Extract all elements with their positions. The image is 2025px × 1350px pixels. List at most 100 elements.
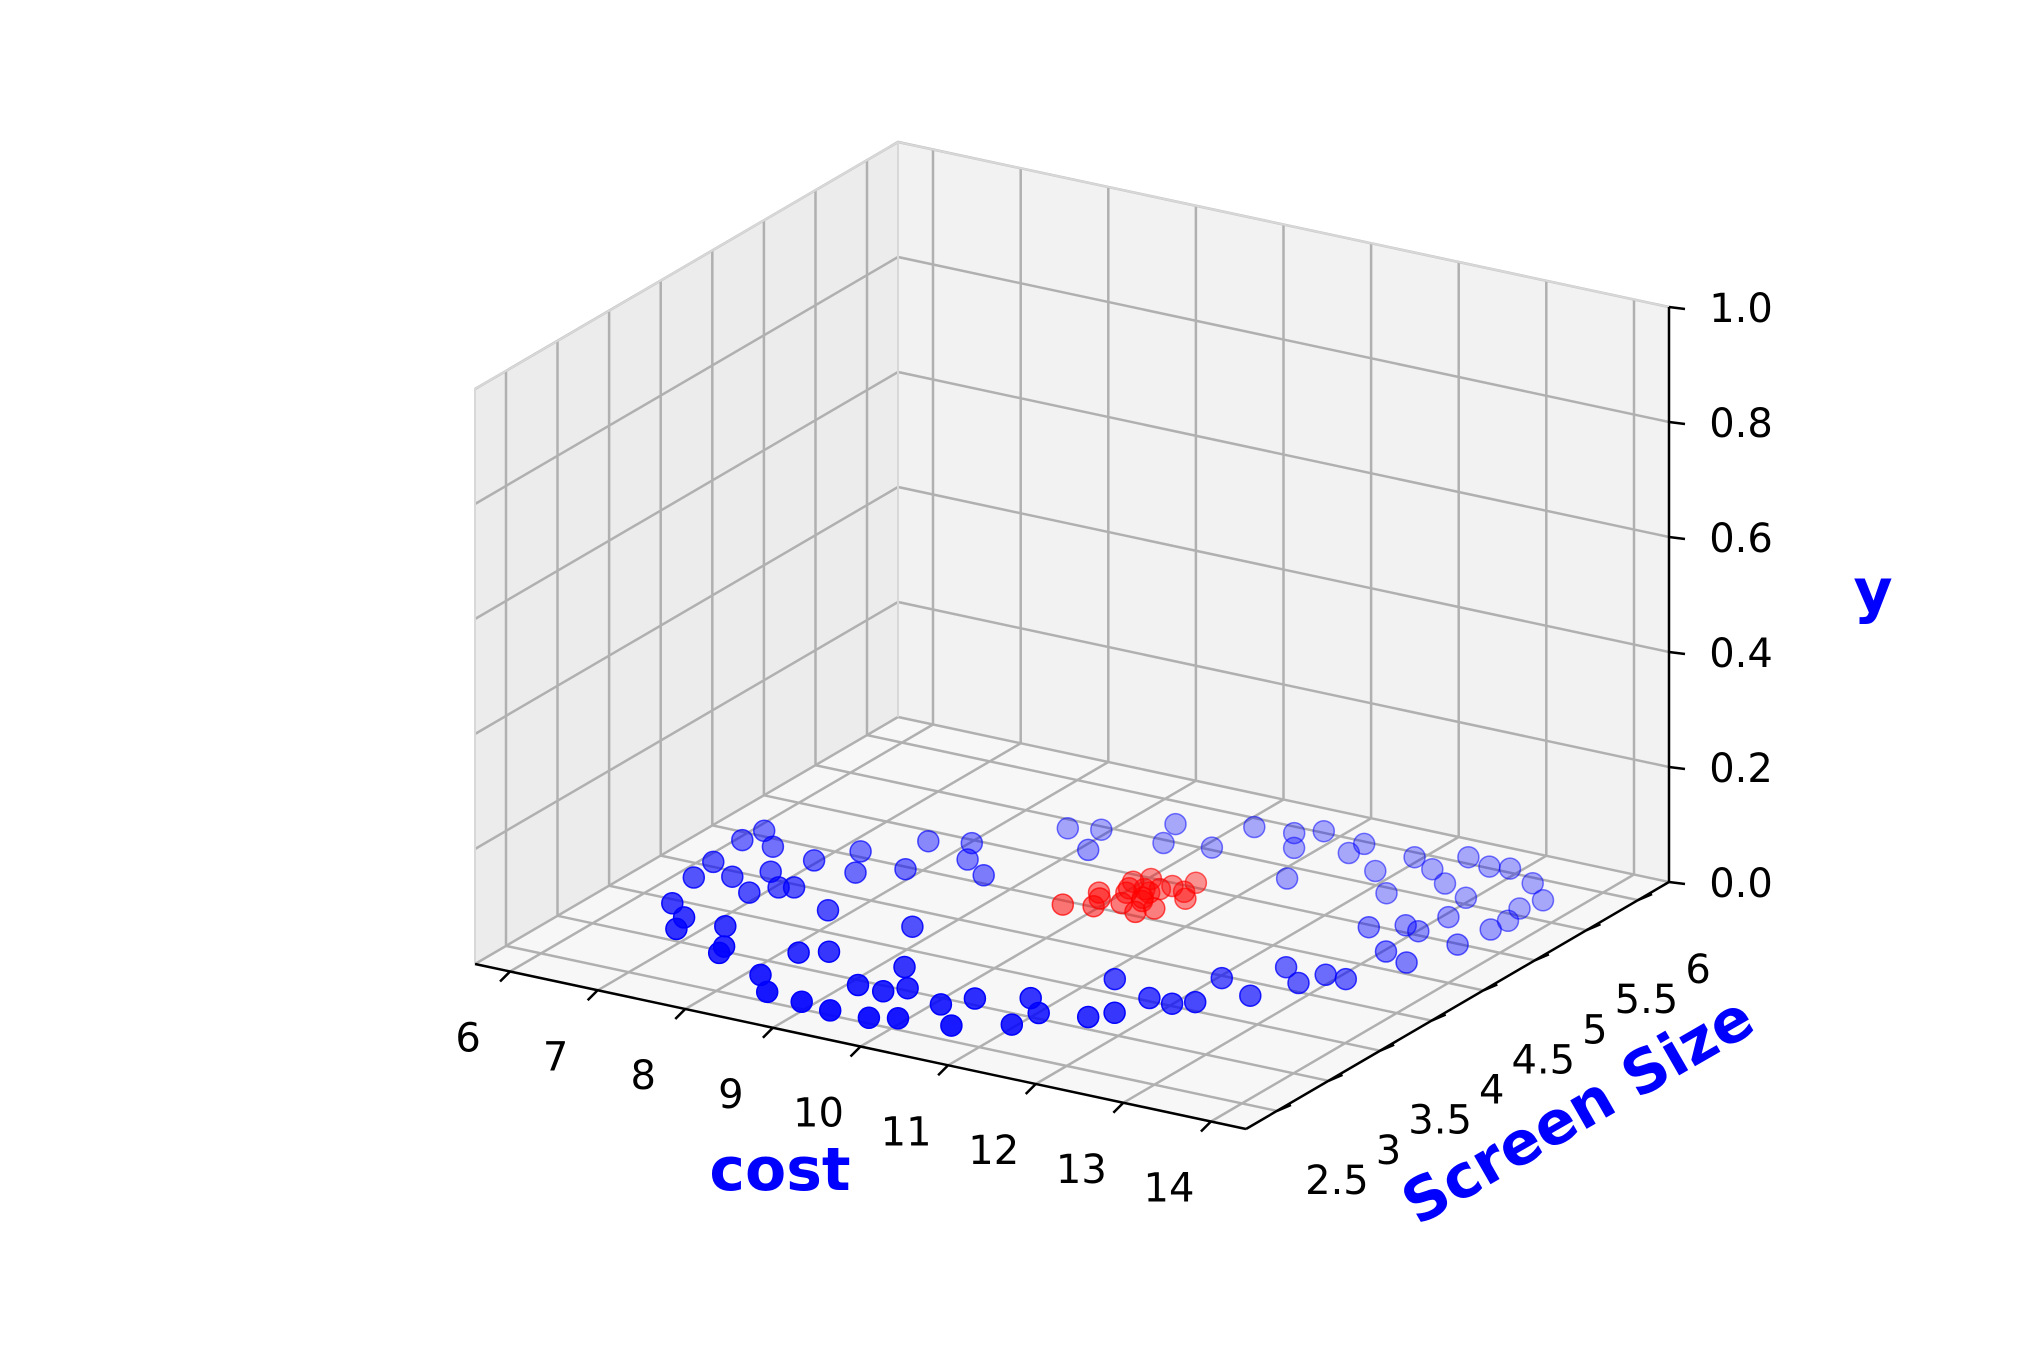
data-point — [1103, 967, 1127, 991]
z-tick — [1668, 765, 1686, 771]
data-point — [1152, 831, 1175, 855]
x-tick — [1024, 1083, 1037, 1095]
data-point — [1243, 815, 1266, 839]
x-tick — [1112, 1101, 1125, 1114]
data-point — [1090, 818, 1113, 841]
data-point — [1394, 914, 1417, 937]
z-tick-label: 0.0 — [1709, 861, 1773, 907]
data-point — [1172, 880, 1196, 904]
data-point — [1274, 955, 1298, 979]
data-point — [1395, 951, 1418, 974]
z-tick — [1668, 305, 1686, 311]
y-tick — [1431, 1013, 1447, 1022]
data-point — [790, 990, 813, 1014]
data-point — [1282, 836, 1306, 860]
data-point — [1103, 1001, 1126, 1025]
data-point — [721, 865, 744, 888]
data-point — [1124, 900, 1147, 924]
data-point — [896, 976, 919, 1000]
data-point — [1446, 933, 1469, 956]
data-point — [1531, 889, 1555, 912]
y-tick — [1379, 1043, 1395, 1052]
data-point — [665, 917, 688, 941]
data-point — [1056, 817, 1080, 840]
data-point — [1160, 992, 1184, 1015]
data-point — [1275, 867, 1299, 890]
z-tick — [1668, 420, 1686, 426]
z-tick — [1668, 535, 1686, 541]
data-point — [846, 973, 870, 997]
y-tick-label: 5 — [1582, 1007, 1607, 1053]
data-point — [1143, 897, 1166, 920]
y-tick — [1482, 983, 1498, 992]
data-point — [731, 828, 754, 852]
data-point — [1082, 894, 1105, 918]
z-tick-label: 0.4 — [1709, 631, 1773, 677]
data-point — [929, 993, 953, 1016]
data-point — [1210, 966, 1234, 990]
left-pane — [475, 142, 898, 964]
x-tick-label: 11 — [881, 1109, 932, 1155]
y-tick — [1328, 1073, 1344, 1082]
x-tick-label: 10 — [793, 1091, 844, 1137]
data-point — [1337, 841, 1361, 865]
data-point — [1508, 897, 1531, 920]
data-point — [1164, 812, 1187, 836]
data-point — [1479, 918, 1502, 941]
data-point — [817, 940, 841, 963]
data-point — [816, 899, 840, 922]
data-point — [1334, 967, 1358, 991]
data-point — [871, 980, 895, 1003]
data-point — [1403, 845, 1426, 869]
data-point — [1454, 886, 1478, 910]
data-point — [1239, 984, 1262, 1007]
x-tick — [849, 1045, 862, 1058]
y-tick-label: 6 — [1685, 947, 1710, 993]
tick-labels: 6 7 8 9 10 11 12 13 14 2.533.544.555.560.00.20.40… — [455, 286, 1772, 1212]
x-axis-label: cost — [709, 1135, 850, 1205]
data-point — [1374, 940, 1398, 963]
data-point — [1437, 905, 1460, 929]
data-point — [1174, 887, 1197, 910]
data-point — [1457, 845, 1480, 869]
x-tick-label: 8 — [631, 1053, 656, 1099]
data-point — [1521, 872, 1544, 895]
x-tick-label: 7 — [543, 1034, 568, 1080]
data-points — [661, 812, 1555, 1037]
data-point — [682, 866, 706, 889]
data-point — [1407, 919, 1430, 943]
data-point — [1076, 1005, 1100, 1029]
data-point — [802, 849, 826, 872]
x-tick-label: 12 — [968, 1128, 1019, 1174]
z-tick-label: 0.6 — [1709, 516, 1773, 562]
y-tick-label: 4 — [1479, 1068, 1504, 1114]
data-point — [1478, 855, 1501, 878]
data-point — [761, 835, 785, 858]
data-point — [1375, 881, 1398, 905]
data-point — [893, 955, 916, 979]
data-point — [738, 881, 761, 904]
data-point — [1200, 836, 1224, 859]
data-point — [1184, 871, 1208, 895]
z-tick — [1668, 880, 1686, 886]
y-tick-label: 3 — [1376, 1128, 1401, 1174]
x-tick-label: 14 — [1144, 1166, 1195, 1212]
y-tick-label: 2.5 — [1305, 1158, 1369, 1204]
x-tick — [586, 989, 599, 1002]
z-axis-label: y — [1853, 556, 1892, 626]
data-point — [1138, 986, 1161, 1010]
data-point — [767, 876, 790, 899]
data-point — [1287, 971, 1310, 995]
data-point — [894, 857, 917, 881]
y-tick — [1534, 953, 1550, 962]
axes-lines — [474, 305, 1686, 1133]
data-point — [1498, 857, 1522, 880]
z-tick-label: 0.2 — [1709, 746, 1773, 792]
data-point — [917, 829, 940, 853]
y-tick — [1585, 923, 1601, 932]
data-point — [1000, 1013, 1024, 1036]
data-point — [714, 914, 737, 938]
z-tick-label: 0.8 — [1709, 401, 1773, 447]
data-point — [963, 987, 987, 1010]
